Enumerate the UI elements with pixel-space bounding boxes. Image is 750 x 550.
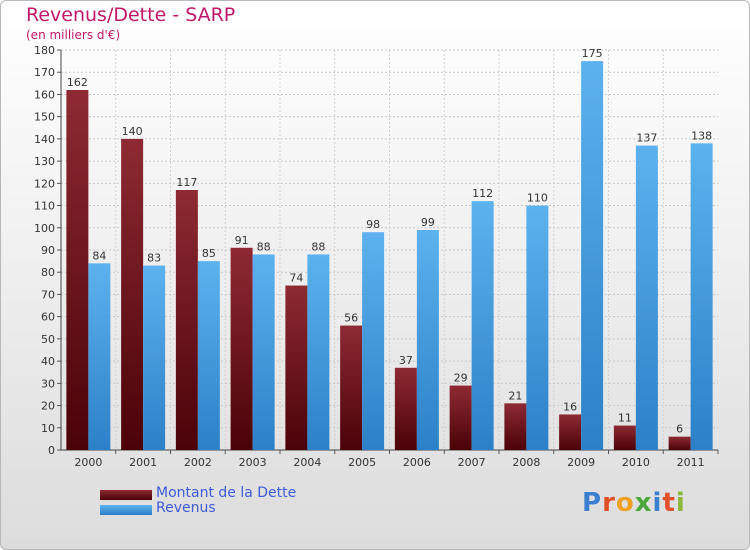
- bar-revenus: [362, 232, 385, 450]
- y-tick-label: 100: [34, 222, 55, 235]
- legend-label-dette: Montant de la Dette: [156, 485, 297, 501]
- y-tick-label: 30: [41, 377, 55, 390]
- x-tick-label: 2005: [348, 456, 376, 469]
- x-tick-label: 2000: [74, 456, 102, 469]
- bar-revenus: [416, 230, 439, 450]
- data-label: 98: [366, 218, 380, 231]
- x-tick-label: 2011: [677, 456, 705, 469]
- data-label: 85: [202, 247, 216, 260]
- data-label: 11: [618, 412, 632, 425]
- bar-dette: [230, 247, 253, 450]
- data-label: 110: [527, 192, 548, 205]
- bar-revenus: [635, 145, 658, 451]
- data-label: 91: [235, 234, 249, 247]
- data-label: 88: [257, 240, 271, 253]
- logo-letter: t: [662, 488, 676, 518]
- x-tick-label: 2009: [567, 456, 595, 469]
- y-tick-label: 20: [41, 400, 55, 413]
- x-tick-label: 2003: [239, 456, 267, 469]
- bar-dette: [285, 285, 308, 450]
- data-label: 112: [472, 187, 493, 200]
- bar-revenus: [526, 205, 549, 450]
- x-tick-label: 2006: [403, 456, 431, 469]
- bar-dette: [394, 367, 417, 450]
- data-label: 99: [421, 216, 435, 229]
- legend-swatch-dette: [100, 490, 152, 500]
- bar-dette: [504, 403, 527, 450]
- bar-dette: [613, 425, 636, 450]
- bar-dette: [340, 325, 363, 450]
- data-label: 84: [92, 249, 106, 262]
- bar-dette: [121, 138, 144, 450]
- data-label: 74: [289, 272, 303, 285]
- axes: 0 10 20 30 40 50 60 70 80 90 100 110 120 130 140 150 160…: [34, 44, 719, 469]
- data-label: 162: [67, 76, 88, 89]
- data-label: 140: [122, 125, 143, 138]
- logo-letter: o: [615, 488, 635, 518]
- logo-letter: i: [675, 488, 686, 518]
- data-label: 37: [399, 354, 413, 367]
- bar-dette: [559, 414, 582, 450]
- data-label: 16: [563, 400, 577, 413]
- y-tick-label: 140: [34, 133, 55, 146]
- legend-swatch-revenus: [100, 505, 152, 515]
- y-tick-label: 70: [41, 288, 55, 301]
- y-tick-label: 180: [34, 44, 55, 57]
- x-tick-label: 2007: [458, 456, 486, 469]
- y-tick-label: 60: [41, 311, 55, 324]
- legend-label-revenus: Revenus: [156, 500, 216, 516]
- bar-revenus: [471, 201, 494, 450]
- data-label: 137: [636, 132, 657, 145]
- y-tick-label: 0: [48, 444, 55, 457]
- x-tick-label: 2002: [184, 456, 212, 469]
- y-tick-label: 80: [41, 266, 55, 279]
- data-label: 21: [508, 389, 522, 402]
- y-tick-label: 10: [41, 422, 55, 435]
- chart-subtitle: (en milliers d'€): [26, 28, 121, 42]
- bar-revenus: [143, 265, 166, 450]
- x-tick-label: 2004: [293, 456, 321, 469]
- bar-revenus: [252, 254, 275, 450]
- y-tick-label: 50: [41, 333, 55, 346]
- proxiti-logo: Proxiti: [582, 488, 686, 518]
- y-tick-label: 170: [34, 66, 55, 79]
- data-label: 117: [176, 176, 197, 189]
- bars: [66, 61, 713, 451]
- y-tick-label: 130: [34, 155, 55, 168]
- bar-dette: [668, 436, 691, 450]
- bar-dette: [449, 385, 472, 450]
- data-label: 29: [454, 372, 468, 385]
- x-tick-label: 2008: [512, 456, 540, 469]
- data-label: 6: [676, 423, 683, 436]
- bar-dette: [66, 90, 89, 450]
- y-tick-label: 150: [34, 111, 55, 124]
- bar-revenus: [581, 61, 604, 450]
- y-tick-label: 90: [41, 244, 55, 257]
- data-label: 175: [582, 47, 603, 60]
- logo-letter: r: [602, 488, 616, 518]
- logo-letter: x: [634, 488, 653, 518]
- y-tick-label: 160: [34, 88, 55, 101]
- data-label: 138: [691, 129, 712, 142]
- grid-lines: [61, 49, 718, 451]
- data-label: 88: [311, 240, 325, 253]
- logo-letter: P: [582, 488, 603, 518]
- chart-title: Revenus/Dette - SARP: [26, 4, 236, 26]
- data-labels: 162 84 140 83 117 85 91 88 74 88 56 98 37 99 29 112 21 11…: [67, 47, 712, 436]
- bar-revenus: [88, 263, 111, 450]
- y-tick-label: 40: [41, 355, 55, 368]
- data-label: 83: [147, 252, 161, 265]
- bar-revenus: [690, 143, 713, 451]
- y-tick-label: 110: [34, 200, 55, 213]
- data-label: 56: [344, 312, 358, 325]
- bar-revenus: [197, 261, 220, 450]
- logo-letter: i: [652, 488, 663, 518]
- x-tick-label: 2010: [622, 456, 650, 469]
- y-tick-label: 120: [34, 177, 55, 190]
- bar-revenus: [307, 254, 330, 450]
- bar-dette: [175, 190, 198, 450]
- x-tick-label: 2001: [129, 456, 157, 469]
